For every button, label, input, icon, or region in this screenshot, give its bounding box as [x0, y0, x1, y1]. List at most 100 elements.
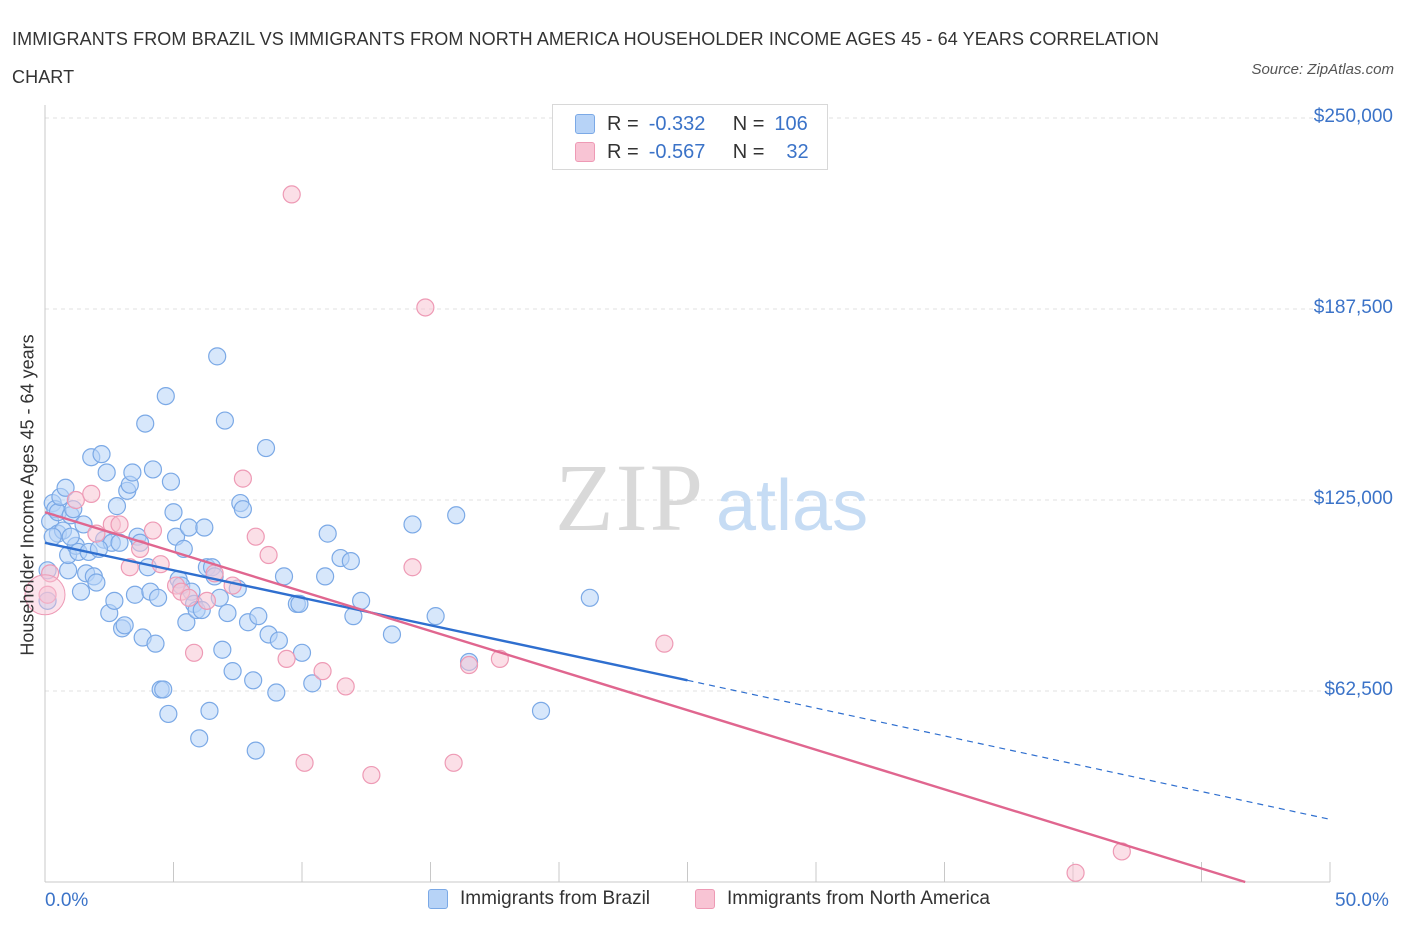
- series-label-brazil: Immigrants from Brazil: [460, 888, 651, 909]
- point-brazil: [105, 591, 124, 610]
- point-north-america: [82, 484, 101, 503]
- trend-line-brazil-extension: [687, 679, 1331, 820]
- point-brazil: [218, 603, 237, 623]
- legend-row-brazil: R = -0.332 N = 106: [575, 111, 808, 137]
- point-brazil: [292, 643, 312, 662]
- point-north-america: [151, 555, 170, 574]
- trend-line-north-america: [44, 511, 1246, 884]
- point-brazil: [244, 671, 263, 690]
- point-brazil: [200, 701, 219, 720]
- point-brazil: [256, 438, 276, 458]
- point-north-america: [1066, 863, 1085, 882]
- point-north-america: [403, 558, 422, 577]
- point-brazil: [115, 616, 134, 635]
- series-swatch-north-america: [695, 889, 715, 909]
- watermark-atlas: atlas: [716, 466, 868, 546]
- series-legend-north-america: Immigrants from North America: [695, 888, 990, 910]
- legend-r-label: R =: [607, 112, 639, 135]
- point-brazil: [208, 347, 227, 366]
- point-brazil: [97, 463, 116, 482]
- point-north-america: [259, 545, 278, 565]
- point-north-america: [38, 585, 57, 604]
- point-north-america: [223, 576, 242, 595]
- point-brazil: [580, 588, 599, 607]
- point-brazil: [161, 472, 181, 491]
- y-tick-label: $125,000: [1313, 488, 1393, 509]
- y-tick-label: $187,500: [1313, 297, 1393, 318]
- point-brazil: [59, 561, 78, 580]
- point-brazil: [233, 500, 252, 519]
- chart-title: IMMIGRANTS FROM BRAZIL VS IMMIGRANTS FRO…: [12, 29, 1160, 87]
- point-brazil: [164, 503, 183, 522]
- point-brazil: [56, 478, 75, 497]
- point-north-america: [336, 677, 355, 696]
- point-brazil: [303, 674, 322, 693]
- point-brazil: [316, 567, 335, 586]
- point-brazil: [215, 411, 234, 430]
- point-north-america: [246, 527, 265, 546]
- series-label-north-america: Immigrants from North America: [727, 888, 990, 909]
- x-tick-label-max: 50.0%: [1335, 890, 1389, 911]
- point-brazil: [447, 506, 466, 525]
- legend-r-value: -0.332: [648, 112, 706, 135]
- point-brazil: [531, 701, 551, 720]
- point-north-america: [197, 591, 217, 610]
- source-label: Source: ZipAtlas.com: [1251, 61, 1394, 78]
- point-north-america: [444, 753, 463, 772]
- point-brazil: [290, 594, 309, 614]
- point-brazil: [61, 527, 80, 546]
- point-brazil: [341, 552, 360, 571]
- point-brazil: [125, 585, 145, 604]
- point-brazil: [154, 680, 173, 699]
- legend-n-label: N =: [732, 112, 765, 135]
- watermark: ZIP atlas: [555, 444, 868, 551]
- point-brazil: [71, 582, 91, 601]
- point-north-america: [233, 469, 252, 488]
- y-tick-label: $62,500: [1324, 679, 1393, 700]
- legend-n-value: 32: [786, 140, 809, 163]
- point-north-america: [110, 515, 129, 534]
- grid-lines: [45, 117, 1330, 692]
- legend-swatch-north-america: [575, 142, 595, 162]
- trend-lines: [44, 511, 1331, 884]
- point-brazil: [223, 662, 242, 681]
- point-north-america: [179, 588, 199, 607]
- point-north-america: [24, 574, 66, 616]
- watermark-zip: ZIP: [555, 444, 705, 551]
- x-tick-label-min: 0.0%: [45, 890, 89, 911]
- legend-n-label: N =: [732, 140, 765, 163]
- point-brazil: [267, 683, 286, 702]
- point-brazil: [136, 414, 155, 433]
- point-brazil: [213, 640, 232, 659]
- y-tick-label: $250,000: [1313, 106, 1393, 127]
- point-brazil: [190, 729, 209, 748]
- y-axis-label: Householder Income Ages 45 - 64 years: [17, 334, 38, 656]
- series-legend: Immigrants from Brazil Immigrants from N…: [0, 888, 1406, 916]
- point-brazil: [143, 460, 163, 479]
- point-brazil: [195, 518, 214, 537]
- legend-r-label: R =: [607, 140, 639, 163]
- point-brazil: [318, 524, 337, 543]
- point-brazil: [92, 445, 111, 464]
- correlation-legend: R = -0.332 N = 106 R = -0.567 N = 32: [552, 104, 828, 170]
- point-brazil: [179, 518, 199, 537]
- point-north-america: [282, 185, 301, 204]
- point-brazil: [249, 607, 268, 626]
- point-brazil: [382, 625, 402, 644]
- point-brazil: [246, 741, 265, 760]
- point-north-america: [184, 643, 204, 662]
- point-north-america: [41, 564, 60, 583]
- point-north-america: [459, 655, 479, 675]
- point-north-america: [295, 753, 314, 772]
- point-north-america: [143, 521, 163, 540]
- point-brazil: [107, 497, 127, 516]
- point-north-america: [362, 765, 381, 785]
- point-brazil: [159, 704, 178, 724]
- point-north-america: [277, 649, 296, 669]
- point-brazil: [146, 634, 165, 653]
- point-north-america: [416, 298, 435, 317]
- series-swatch-brazil: [428, 889, 448, 909]
- point-brazil: [274, 567, 294, 586]
- point-brazil: [177, 613, 196, 632]
